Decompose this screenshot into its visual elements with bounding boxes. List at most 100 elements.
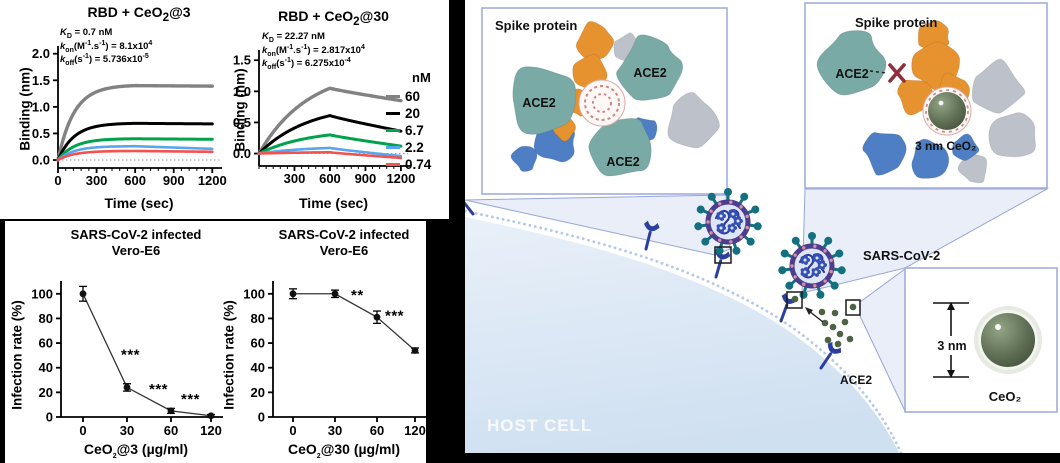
membrane-protein-stud — [745, 225, 749, 230]
kinetic-constant: KD = 22.27 nM — [262, 31, 325, 44]
x-tick-label: 0 — [289, 423, 296, 438]
series-6.7nM — [56, 137, 214, 162]
membrane-protein-stud — [729, 200, 733, 204]
chart-title: RBD + CeO2@30 — [278, 8, 389, 28]
inset-a-protein-blobs — [510, 20, 720, 177]
zoom-square-nanoparticle — [845, 299, 861, 316]
axes — [56, 281, 223, 422]
host-cell: HOST CELL — [465, 209, 903, 453]
ace2-label-a2: ACE2 — [522, 96, 555, 110]
membrane-protein-stud — [801, 246, 806, 250]
legend-color-dash — [386, 163, 400, 166]
x-tick-label: 0 — [79, 423, 86, 438]
rna-capsid-flower — [800, 267, 810, 277]
kinetic-constant: koff(s-1) = 6.275x10-4 — [262, 57, 351, 72]
plot-area: 0 300 600 900 1200 0.0 0.5 1.0 1.5 2.0 — [32, 46, 227, 188]
x-tick-label: 600 — [124, 173, 146, 188]
membrane-protein-stud — [739, 205, 743, 209]
x-axis-label: Time (sec) — [104, 195, 174, 211]
gray-protein-blob — [957, 153, 988, 184]
y-tick-label: 40 — [39, 360, 53, 375]
rna-capsid-flower — [733, 216, 743, 226]
x-tick-label: 300 — [284, 171, 306, 186]
plot-area: 300 600 900 1200 0.0 0.5 1.0 1.5 — [233, 50, 415, 186]
membrane-protein-stud — [706, 220, 710, 224]
series-60nM — [257, 86, 403, 156]
mechanism-illustration: HOST CELL ACE2 Spike protein ACE2 ACE2 A… — [465, 0, 1060, 453]
inset-spike-ace2: Spike protein ACE2 ACE2 ACE2 — [481, 7, 728, 195]
y-tick-label: 0.5 — [233, 115, 251, 130]
membrane-protein-stud — [717, 202, 722, 206]
nanoparticle-arrow — [805, 307, 824, 323]
bli-charts-panel: RBD + CeO2@3 KD = 0.7 nM kon(M-1.s-1) = 8.… — [0, 0, 449, 219]
ceo2-nanoparticle-bound — [928, 92, 966, 130]
ceo2-nanoparticle-dot — [836, 330, 844, 338]
ceo2-label: CeO₂ — [989, 389, 1022, 404]
series-6.7nM — [257, 133, 403, 156]
legend-entry: 6.7 — [386, 122, 449, 139]
ceo2-nanoparticle-dot — [824, 336, 832, 344]
legend-entry-label: 2.2 — [405, 140, 424, 155]
x-tick-label: 30 — [328, 423, 342, 438]
blocked-x-icon — [888, 63, 906, 83]
y-tick-label: 1.5 — [32, 73, 50, 88]
sars-cov-2-virion — [694, 188, 762, 255]
rna-capsid-flower — [716, 223, 726, 233]
x-tick-label: 30 — [120, 423, 134, 438]
chart-title: RBD + CeO2@3 — [87, 4, 191, 24]
membrane-protein-stud — [739, 235, 743, 239]
ace2-label-a1: ACE2 — [633, 66, 666, 80]
rna-capsid-flower — [817, 260, 827, 270]
legend-entry: 0.74 — [386, 156, 449, 173]
chart-infection-ceo2-3: SARS-CoV-2 infected Vero-E6 Infection rate… — [5, 221, 223, 463]
y-tick-label: 0.5 — [32, 126, 50, 141]
y-tick-label: 20 — [39, 385, 53, 400]
sphere-highlight-b — [938, 100, 944, 106]
membrane-protein-stud — [823, 279, 827, 283]
y-tick-label: 80 — [39, 311, 53, 326]
ace2-label-a3: ACE2 — [606, 155, 639, 169]
membrane-protein-stud — [717, 238, 722, 242]
y-tick-label: 2.0 — [32, 46, 50, 61]
data-point — [207, 412, 215, 420]
chart-title-line: Vero-E6 — [319, 243, 369, 258]
data-point — [167, 407, 175, 415]
membrane-protein-stud — [829, 258, 833, 263]
legend-entry: 60 — [386, 88, 449, 105]
legend-color-dash — [386, 95, 400, 98]
ace2-receptor-icon — [644, 220, 660, 251]
x-tick-label: 60 — [164, 423, 178, 438]
host-cell-body — [465, 217, 899, 453]
sars-cov-2-label: SARS-CoV-2 — [863, 248, 940, 263]
blue-protein-blob — [911, 138, 950, 179]
x-tick-label: 300 — [86, 173, 108, 188]
gray-protein-blob — [971, 58, 1026, 114]
legend-entry-label: 0.74 — [405, 157, 432, 172]
x-tick-label: 0 — [54, 173, 61, 188]
data-point — [373, 313, 381, 321]
mechanism-illustration-panel: HOST CELL ACE2 Spike protein ACE2 ACE2 A… — [465, 0, 1060, 453]
data-point — [123, 384, 131, 391]
sphere-highlight-c — [995, 324, 1001, 330]
ace2-receptor-icon — [819, 341, 842, 370]
rbd-core-detail — [584, 85, 620, 121]
membrane-protein-stud — [801, 282, 806, 286]
series-20nM — [257, 114, 403, 156]
y-tick-label: 1.0 — [233, 84, 251, 99]
x-tick-label: 1200 — [386, 171, 415, 186]
chart-title-line: SARS-CoV-2 infected — [278, 227, 410, 242]
y-tick-label: 20 — [251, 385, 265, 400]
nano-3nm-ceo2-label: 3 nm CeO₂ — [915, 139, 976, 153]
spike-protein-label-a: Spike protein — [495, 18, 577, 33]
ceo2-nanoparticle-dot — [821, 319, 829, 327]
sars-cov-2-virion — [778, 232, 846, 299]
x-tick-label: 600 — [319, 171, 341, 186]
ace2-protein-blob — [588, 117, 652, 177]
series-2.2nM — [56, 144, 214, 162]
blue-protein-blob — [510, 145, 538, 173]
legend-entry-label: 6.7 — [405, 123, 424, 138]
y-tick-label: 100 — [31, 286, 53, 301]
axes — [268, 281, 426, 422]
gray-protein-blob — [667, 91, 720, 149]
